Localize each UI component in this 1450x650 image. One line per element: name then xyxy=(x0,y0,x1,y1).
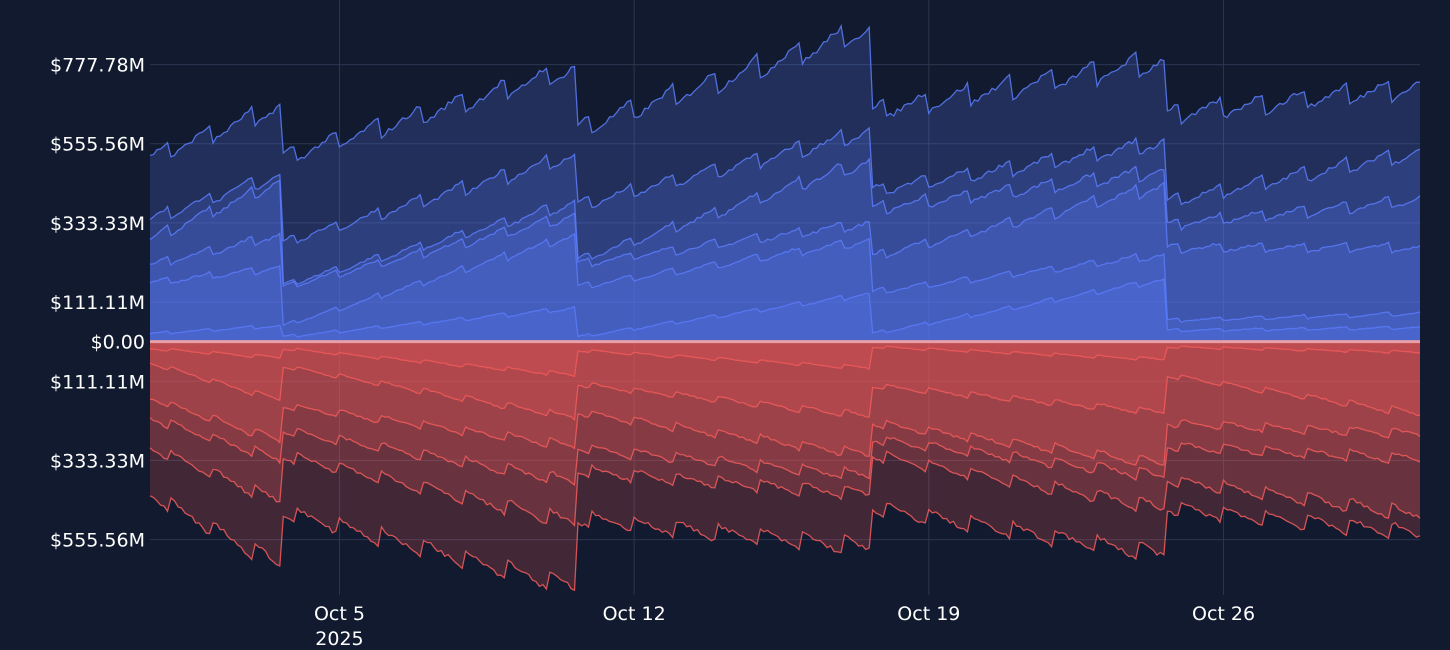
inflow-series-area-5 xyxy=(150,127,1420,342)
x-tick-label: Oct 26 xyxy=(1192,603,1255,625)
y-tick-label: $0.00 xyxy=(91,332,145,354)
y-tick-label: $555.56M xyxy=(50,134,145,156)
outflow-series-area-5 xyxy=(150,341,1420,526)
inflow-series-line-6 xyxy=(149,23,1421,162)
inflow-series-area-6 xyxy=(150,26,1420,342)
y-tick-label: $111.11M xyxy=(50,292,145,314)
x-tick-label: Oct 19 xyxy=(897,603,960,625)
outflow-series-area-2 xyxy=(150,341,1420,420)
outflow-series-line-1 xyxy=(149,345,1421,378)
inflow-series-line-4 xyxy=(149,157,1421,285)
x-tick-label: Oct 5 xyxy=(314,603,365,625)
outflow-series-line-5 xyxy=(149,447,1421,528)
inflow-series-line-5 xyxy=(149,126,1421,245)
y-tick-label: $777.78M xyxy=(50,55,145,77)
inflow-series-area-3 xyxy=(150,182,1420,342)
outflow-series-area-6 xyxy=(150,341,1420,591)
outflow-series-area-1 xyxy=(150,341,1420,377)
x-axis: Oct 5 2025 Oct 12 Oct 19 Oct 26 xyxy=(314,603,1255,650)
inflow-series-line-1 xyxy=(149,278,1421,338)
outflow-series-area-3 xyxy=(150,341,1420,465)
inflow-series-line-3 xyxy=(149,181,1421,288)
outflow-series-line-4 xyxy=(149,417,1421,487)
y-tick-label: $333.33M xyxy=(50,450,145,472)
outflow-series-area-4 xyxy=(150,341,1420,485)
y-tick-label: $555.56M xyxy=(50,530,145,552)
series-areas xyxy=(149,23,1421,592)
y-tick-label: $111.11M xyxy=(50,371,145,393)
y-axis: $777.78M $555.56M $333.33M $111.11M $0.00 $11… xyxy=(50,55,145,552)
x-tick-label: Oct 12 xyxy=(603,603,666,625)
inflow-series-area-2 xyxy=(150,234,1420,342)
outflow-series-line-6 xyxy=(149,495,1421,592)
outflow-series-line-2 xyxy=(149,362,1421,422)
outflow-series-line-3 xyxy=(149,398,1421,466)
inflow-series-area-4 xyxy=(150,159,1420,342)
inflow-series-line-2 xyxy=(149,232,1421,327)
inflow-series-area-1 xyxy=(150,279,1420,342)
x-tick-sublabel: 2025 xyxy=(315,628,363,650)
y-tick-label: $333.33M xyxy=(50,213,145,235)
